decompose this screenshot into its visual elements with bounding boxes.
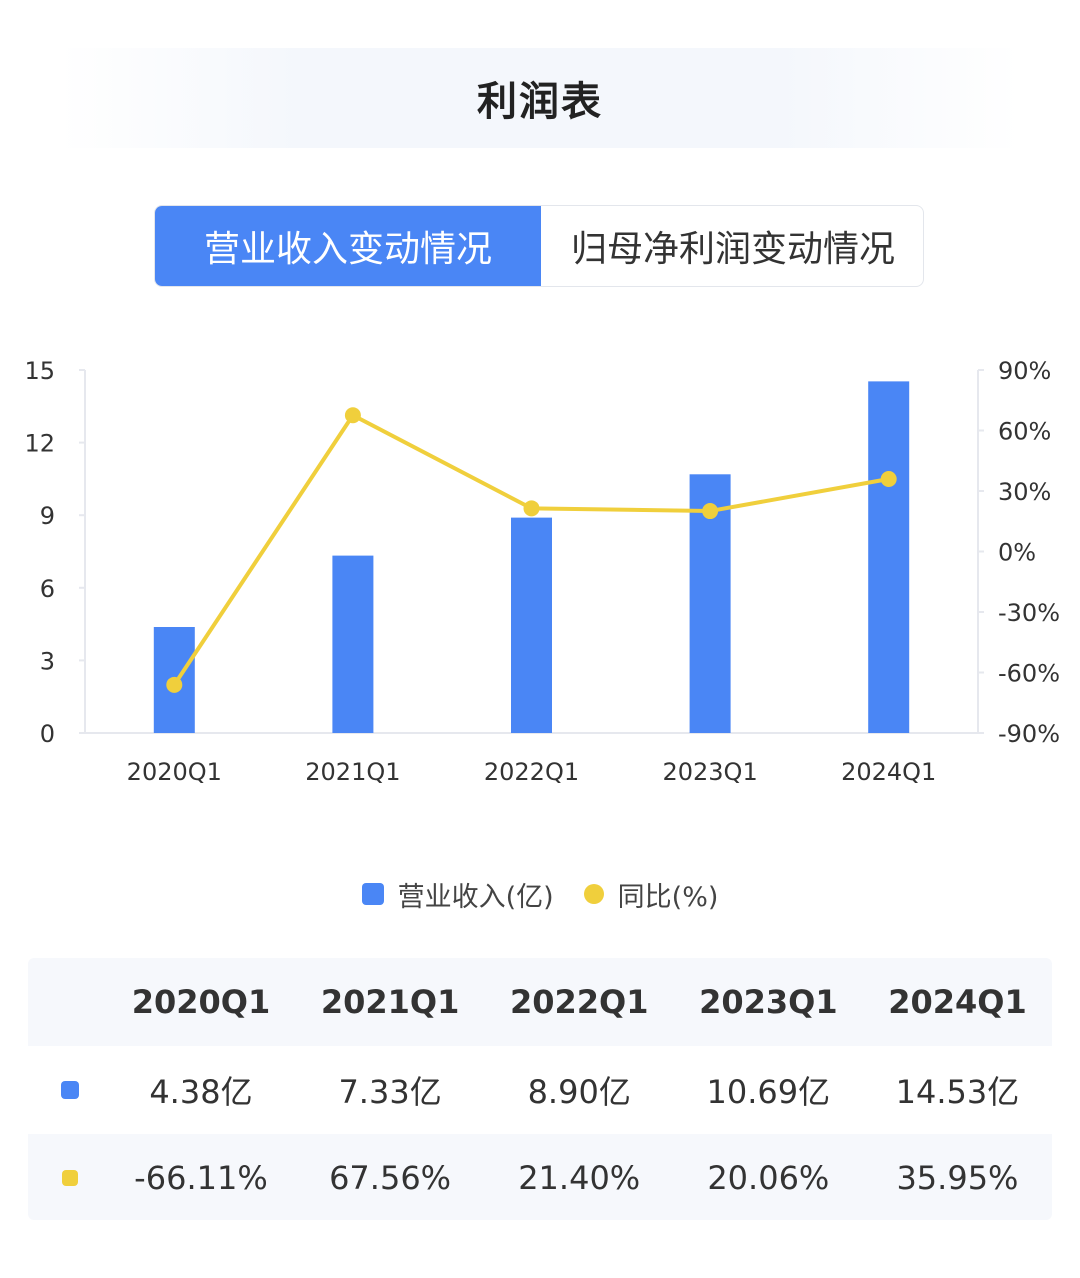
table-cell: 10.69亿: [706, 1073, 831, 1111]
x-tick-label: 2020Q1: [127, 758, 222, 786]
left-tick-label: 0: [40, 720, 55, 748]
yoy-point-2022Q1: [523, 500, 540, 517]
yoy-marker-icon: [62, 1170, 79, 1186]
table-header-cell: 2022Q1: [509, 983, 649, 1021]
right-tick-label: -90%: [998, 720, 1060, 748]
tab-revenue-change[interactable]: 营业收入变动情况: [155, 206, 541, 286]
revenue-marker-cell: [28, 1081, 106, 1099]
right-tick-label: 30%: [998, 478, 1051, 506]
table-cell: 14.53亿: [895, 1073, 1020, 1111]
legend-item-revenue[interactable]: 营业收入(亿): [361, 875, 554, 914]
left-tick-label: 9: [40, 502, 55, 530]
left-tick-label: 12: [24, 430, 55, 458]
yoy-point-2021Q1: [344, 407, 361, 424]
left-tick-label: 15: [24, 357, 55, 385]
right-tick-label: 90%: [998, 357, 1051, 385]
title-bar: 利润表: [60, 48, 1020, 148]
yoy-point-2020Q1: [166, 676, 183, 693]
legend-item-yoy[interactable]: 同比(%): [583, 875, 719, 914]
right-tick-label: 0%: [998, 539, 1036, 567]
x-tick-label: 2023Q1: [662, 758, 757, 786]
x-tick-label: 2024Q1: [841, 758, 936, 786]
tab-net-profit-change[interactable]: 归母净利润变动情况: [570, 229, 895, 270]
legend-dot-swatch: [583, 884, 604, 904]
x-tick-label: 2021Q1: [305, 758, 400, 786]
revenue-chart: 0 3 6 9 12 15 -90% -60% -30% 0% 30% 60% 90% 2020Q1 202…: [24, 357, 1060, 786]
table-cell: 67.56%: [329, 1159, 452, 1197]
chart-legend: 营业收入(亿) 同比(%): [0, 872, 1080, 916]
table-cell: 8.90亿: [527, 1073, 631, 1111]
table-cell: 35.95%: [896, 1159, 1019, 1197]
right-tick-label: -30%: [998, 599, 1060, 627]
table-header-cell: 2023Q1: [699, 983, 838, 1021]
table-cell: 21.40%: [518, 1159, 641, 1197]
yoy-point-2024Q1: [880, 471, 897, 488]
table-row-revenue: 4.38亿 7.33亿 8.90亿 10.69亿 14.53亿: [28, 1046, 1052, 1134]
yoy-point-2023Q1: [702, 503, 719, 520]
revenue-marker-icon: [61, 1081, 80, 1099]
table-row-yoy: -66.11% 67.56% 21.40% 20.06% 35.95%: [28, 1134, 1052, 1220]
tab-group: 营业收入变动情况 归母净利润变动情况: [154, 205, 924, 287]
bar-2021Q1: [332, 555, 374, 733]
left-tick-label: 3: [40, 647, 55, 675]
table-cell: 4.38亿: [149, 1073, 253, 1111]
table-cell: 7.33亿: [338, 1073, 442, 1111]
data-table: 2020Q1 2021Q1 2022Q1 2023Q1 2024Q1 4.38亿…: [28, 958, 1052, 1220]
table-cell: 20.06%: [707, 1159, 830, 1197]
legend-revenue-label: 营业收入(亿): [397, 881, 554, 913]
page-title: 利润表: [477, 79, 603, 125]
table-header-cell: 2020Q1: [131, 983, 271, 1021]
bar-2024Q1: [868, 381, 910, 733]
table-header-row: 2020Q1 2021Q1 2022Q1 2023Q1 2024Q1: [28, 958, 1052, 1046]
right-tick-label: 60%: [998, 418, 1051, 446]
table-header-cell: 2024Q1: [888, 983, 1027, 1021]
left-tick-label: 6: [40, 575, 55, 603]
table-header-cell: 2021Q1: [320, 983, 460, 1021]
legend-yoy-label: 同比(%): [617, 881, 719, 913]
table-cell: -66.11%: [134, 1159, 268, 1197]
right-tick-label: -60%: [998, 660, 1060, 688]
x-tick-label: 2022Q1: [484, 758, 579, 786]
yoy-marker-cell: [28, 1170, 106, 1186]
legend-bar-swatch: [361, 883, 384, 905]
bar-2022Q1: [511, 517, 552, 733]
